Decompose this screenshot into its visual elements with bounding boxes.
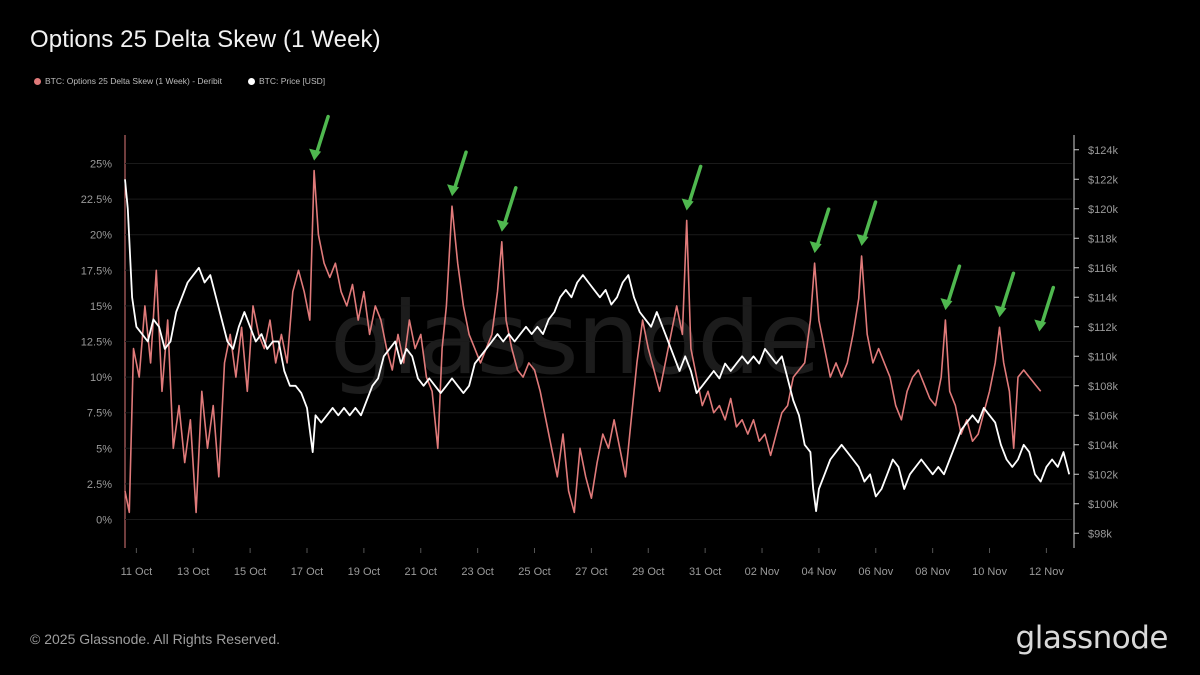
x-tick-label: 23 Oct [461,566,493,578]
y-left-tick-label: 2.5% [87,479,112,491]
y-left-tick-label: 10% [90,372,112,384]
x-tick-label: 15 Oct [234,566,266,578]
x-tick-label: 21 Oct [405,566,437,578]
y-right-tick-label: $106k [1088,410,1118,422]
y-right-tick-label: $112k [1088,322,1118,334]
y-left-tick-label: 25% [90,158,112,170]
x-tick-label: 29 Oct [632,566,664,578]
x-tick-label: 19 Oct [348,566,380,578]
legend-swatch-price [248,77,255,85]
x-tick-label: 13 Oct [177,566,209,578]
y-left-tick-label: 22.5% [81,194,112,206]
y-left-tick-label: 0% [96,515,112,527]
x-tick-label: 04 Nov [801,566,836,578]
legend-label-price: BTC: Price [USD] [259,76,326,86]
y-right-tick-label: $114k [1088,292,1118,304]
x-tick-label: 17 Oct [291,566,323,578]
annotation-arrow [856,200,878,247]
y-left-tick-label: 7.5% [87,408,112,420]
y-right-tick-label: $104k [1088,440,1118,452]
y-right-tick-label: $102k [1088,469,1118,481]
y-right-tick-label: $118k [1088,233,1118,245]
annotation-arrow [994,271,1016,318]
price-series-line[interactable] [124,179,1071,513]
legend-item-skew[interactable]: BTC: Options 25 Delta Skew (1 Week) - De… [34,76,222,86]
x-tick-label: 31 Oct [689,566,721,578]
y-right-tick-label: $98k [1088,528,1112,540]
legend: BTC: Options 25 Delta Skew (1 Week) - De… [34,76,325,86]
chart-title: Options 25 Delta Skew (1 Week) [30,26,381,53]
y-right-tick-label: $120k [1088,204,1118,216]
y-left-tick-label: 12.5% [81,337,112,349]
y-left-tick-label: 5% [96,443,112,455]
x-tick-label: 06 Nov [858,566,893,578]
legend-label-skew: BTC: Options 25 Delta Skew (1 Week) - De… [45,76,222,86]
y-left-tick-label: 15% [90,301,112,313]
annotation-arrow [809,207,831,254]
x-tick-label: 11 Oct [121,566,153,578]
x-tick-label: 27 Oct [575,566,607,578]
y-right-tick-label: $100k [1088,499,1118,511]
x-tick-label: 12 Nov [1029,566,1064,578]
x-tick-label: 08 Nov [915,566,950,578]
y-right-tick-label: $108k [1088,381,1118,393]
annotation-arrow [681,164,703,211]
y-right-tick-label: $110k [1088,351,1118,363]
y-right-tick-label: $116k [1088,263,1118,275]
y-left-tick-label: 20% [90,230,112,242]
y-right-tick-label: $124k [1088,145,1118,157]
annotation-arrow [1034,285,1056,332]
annotation-arrow [940,264,962,311]
x-tick-label: 10 Nov [972,566,1007,578]
x-tick-label: 02 Nov [745,566,780,578]
annotation-arrow [447,150,468,197]
legend-swatch-skew [34,77,41,85]
annotation-arrow [309,114,330,161]
legend-item-price[interactable]: BTC: Price [USD] [248,76,325,86]
annotation-arrow [496,186,518,232]
y-left-tick-label: 17.5% [81,265,112,277]
copyright-text: © 2025 Glassnode. All Rights Reserved. [30,631,281,647]
x-tick-label: 25 Oct [518,566,550,578]
y-right-tick-label: $122k [1088,174,1118,186]
glassnode-logo: glassnode [1015,620,1169,656]
